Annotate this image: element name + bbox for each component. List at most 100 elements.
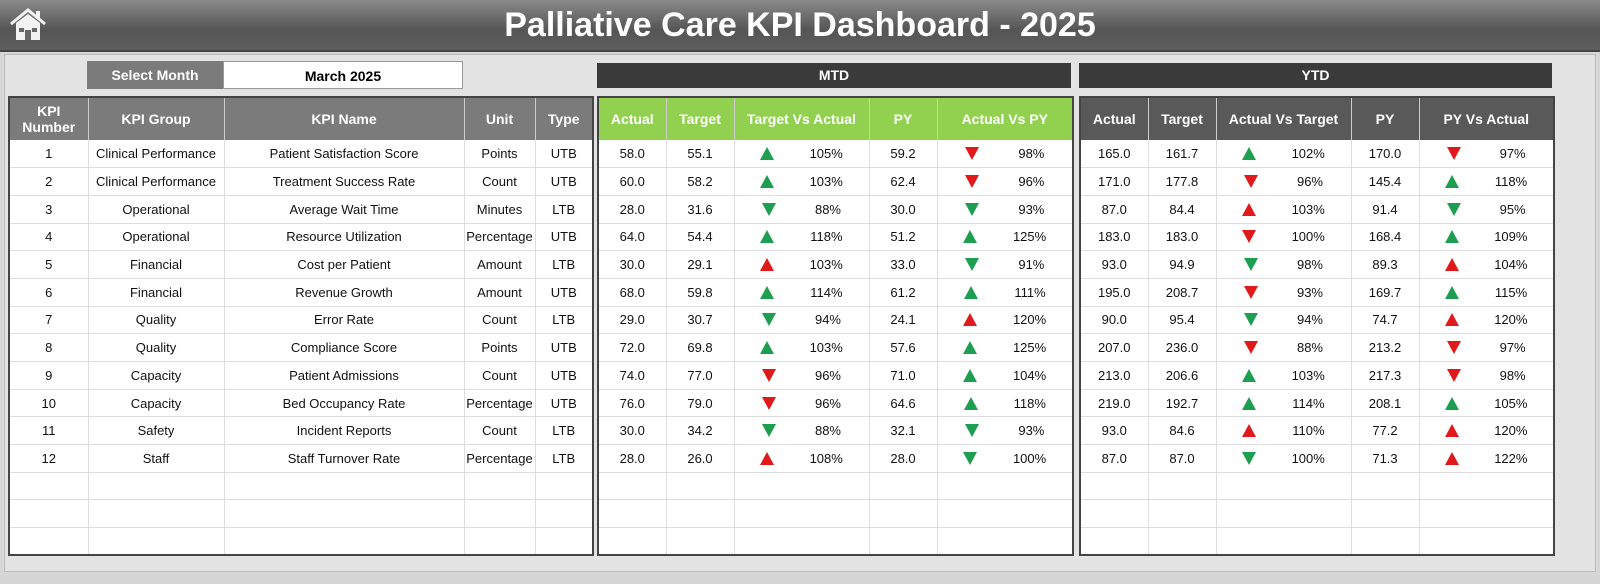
percent-value: 125% <box>1012 229 1047 245</box>
ytd-py: 217.3 <box>1350 361 1419 390</box>
empty-cell <box>8 499 88 529</box>
empty-cell <box>1147 499 1216 529</box>
mtd-py: 33.0 <box>868 250 937 279</box>
arrow-up-icon <box>1242 424 1257 438</box>
ytd-actual: 165.0 <box>1079 140 1148 169</box>
month-dropdown[interactable]: March 2025 <box>223 61 463 89</box>
empty-cell <box>534 499 593 529</box>
mtd-target-comparison: 103% <box>733 333 869 362</box>
mtd-actual: 68.0 <box>597 278 666 307</box>
arrow-up-icon <box>1445 424 1460 438</box>
empty-cell <box>733 499 869 529</box>
percent-value: 103% <box>1291 367 1325 383</box>
table-row: 10 Capacity Bed Occupancy Rate Percentage UT… <box>8 389 593 418</box>
mtd-py-comparison: 98% <box>936 140 1073 169</box>
mtd-py: 62.4 <box>868 167 937 196</box>
mtd-py: 32.1 <box>868 416 937 446</box>
table-row: 171.0 177.8 96% 145.4 118% <box>1079 167 1554 196</box>
ytd-py-comparison: 122% <box>1418 444 1554 473</box>
mtd-target: 55.1 <box>665 140 734 169</box>
kpi-group: Operational <box>87 195 224 224</box>
kpi-type: UTB <box>534 278 593 307</box>
kpi-type: UTB <box>534 361 593 390</box>
empty-cell <box>1418 499 1554 529</box>
mtd-col-actual-vs-py: Actual Vs PY <box>936 97 1073 140</box>
percent-value: 96% <box>814 367 841 383</box>
arrow-down-icon <box>1243 341 1258 355</box>
home-icon[interactable] <box>8 6 48 44</box>
kpi-type: LTB <box>534 306 593 335</box>
mtd-target-comparison: 103% <box>733 167 869 196</box>
mtd-target-comparison: 114% <box>733 278 869 307</box>
table-row: 6 Financial Revenue Growth Amount UTB <box>8 278 593 307</box>
mtd-py-comparison: 104% <box>936 361 1073 390</box>
arrow-down-icon <box>1243 258 1258 272</box>
mtd-target: 58.2 <box>665 167 734 196</box>
ytd-target: 87.0 <box>1147 444 1216 473</box>
arrow-up-icon <box>1242 368 1257 382</box>
ytd-py: 208.1 <box>1350 389 1419 418</box>
arrow-down-icon <box>1243 313 1258 327</box>
arrow-down-icon <box>761 396 776 410</box>
arrow-down-icon <box>761 368 776 382</box>
ytd-actual: 93.0 <box>1079 250 1148 279</box>
mtd-col-actual: Actual <box>597 97 666 140</box>
ytd-py: 170.0 <box>1350 140 1419 169</box>
empty-cell <box>1418 472 1554 501</box>
ytd-py: 213.2 <box>1350 333 1419 362</box>
arrow-down-icon <box>1242 451 1257 465</box>
mtd-actual: 30.0 <box>597 250 666 279</box>
percent-value: 93% <box>1018 423 1045 439</box>
mtd-target-comparison: 88% <box>733 416 869 446</box>
empty-cell <box>8 472 88 501</box>
arrow-down-icon <box>963 451 978 465</box>
mtd-py-comparison: 118% <box>936 389 1073 418</box>
ytd-target-comparison: 103% <box>1215 195 1351 224</box>
percent-value: 105% <box>1494 395 1528 411</box>
percent-value: 115% <box>1494 284 1528 300</box>
kpi-unit: Points <box>463 333 535 362</box>
ytd-actual: 213.0 <box>1079 361 1148 390</box>
percent-value: 125% <box>1012 340 1047 356</box>
empty-cell <box>936 472 1073 501</box>
table-row <box>1079 472 1554 501</box>
percent-value: 118% <box>810 229 843 245</box>
percent-value: 114% <box>1292 395 1325 411</box>
arrow-down-icon <box>965 202 980 216</box>
percent-value: 103% <box>809 174 843 190</box>
mtd-py: 51.2 <box>868 223 937 252</box>
mtd-actual: 30.0 <box>597 416 666 446</box>
percent-value: 94% <box>814 312 841 328</box>
empty-cell <box>597 499 666 529</box>
empty-cell <box>936 527 1073 556</box>
mtd-actual: 58.0 <box>597 140 666 169</box>
percent-value: 104% <box>1012 367 1047 383</box>
percent-value: 94% <box>1296 312 1323 328</box>
empty-cell <box>223 527 464 556</box>
ytd-actual: 219.0 <box>1079 389 1148 418</box>
arrow-down-icon <box>761 424 776 438</box>
kpi-group: Quality <box>87 306 224 335</box>
percent-value: 97% <box>1499 340 1526 356</box>
empty-cell <box>665 499 734 529</box>
ytd-target: 208.7 <box>1147 278 1216 307</box>
kpi-group: Capacity <box>87 361 224 390</box>
kpi-type: LTB <box>534 250 593 279</box>
kpi-group: Safety <box>87 416 224 446</box>
empty-cell <box>463 472 535 501</box>
table-row: 1 Clinical Performance Patient Satisfactio… <box>8 140 593 169</box>
ytd-table: Actual Target Actual Vs Target PY PY Vs … <box>1079 96 1555 557</box>
percent-value: 110% <box>1292 423 1325 439</box>
table-row: 64.0 54.4 118% 51.2 125% <box>597 223 1073 252</box>
arrow-up-icon <box>963 396 978 410</box>
empty-cell <box>534 527 593 556</box>
empty-cell <box>665 472 734 501</box>
ytd-py: 168.4 <box>1350 223 1419 252</box>
mtd-target-comparison: 96% <box>733 389 869 418</box>
mtd-target-comparison: 94% <box>733 306 869 335</box>
table-row <box>8 499 593 529</box>
ytd-target-comparison: 110% <box>1215 416 1351 446</box>
kpi-number: 2 <box>8 167 88 196</box>
arrow-down-icon <box>965 147 980 161</box>
ytd-target: 84.6 <box>1147 416 1216 446</box>
